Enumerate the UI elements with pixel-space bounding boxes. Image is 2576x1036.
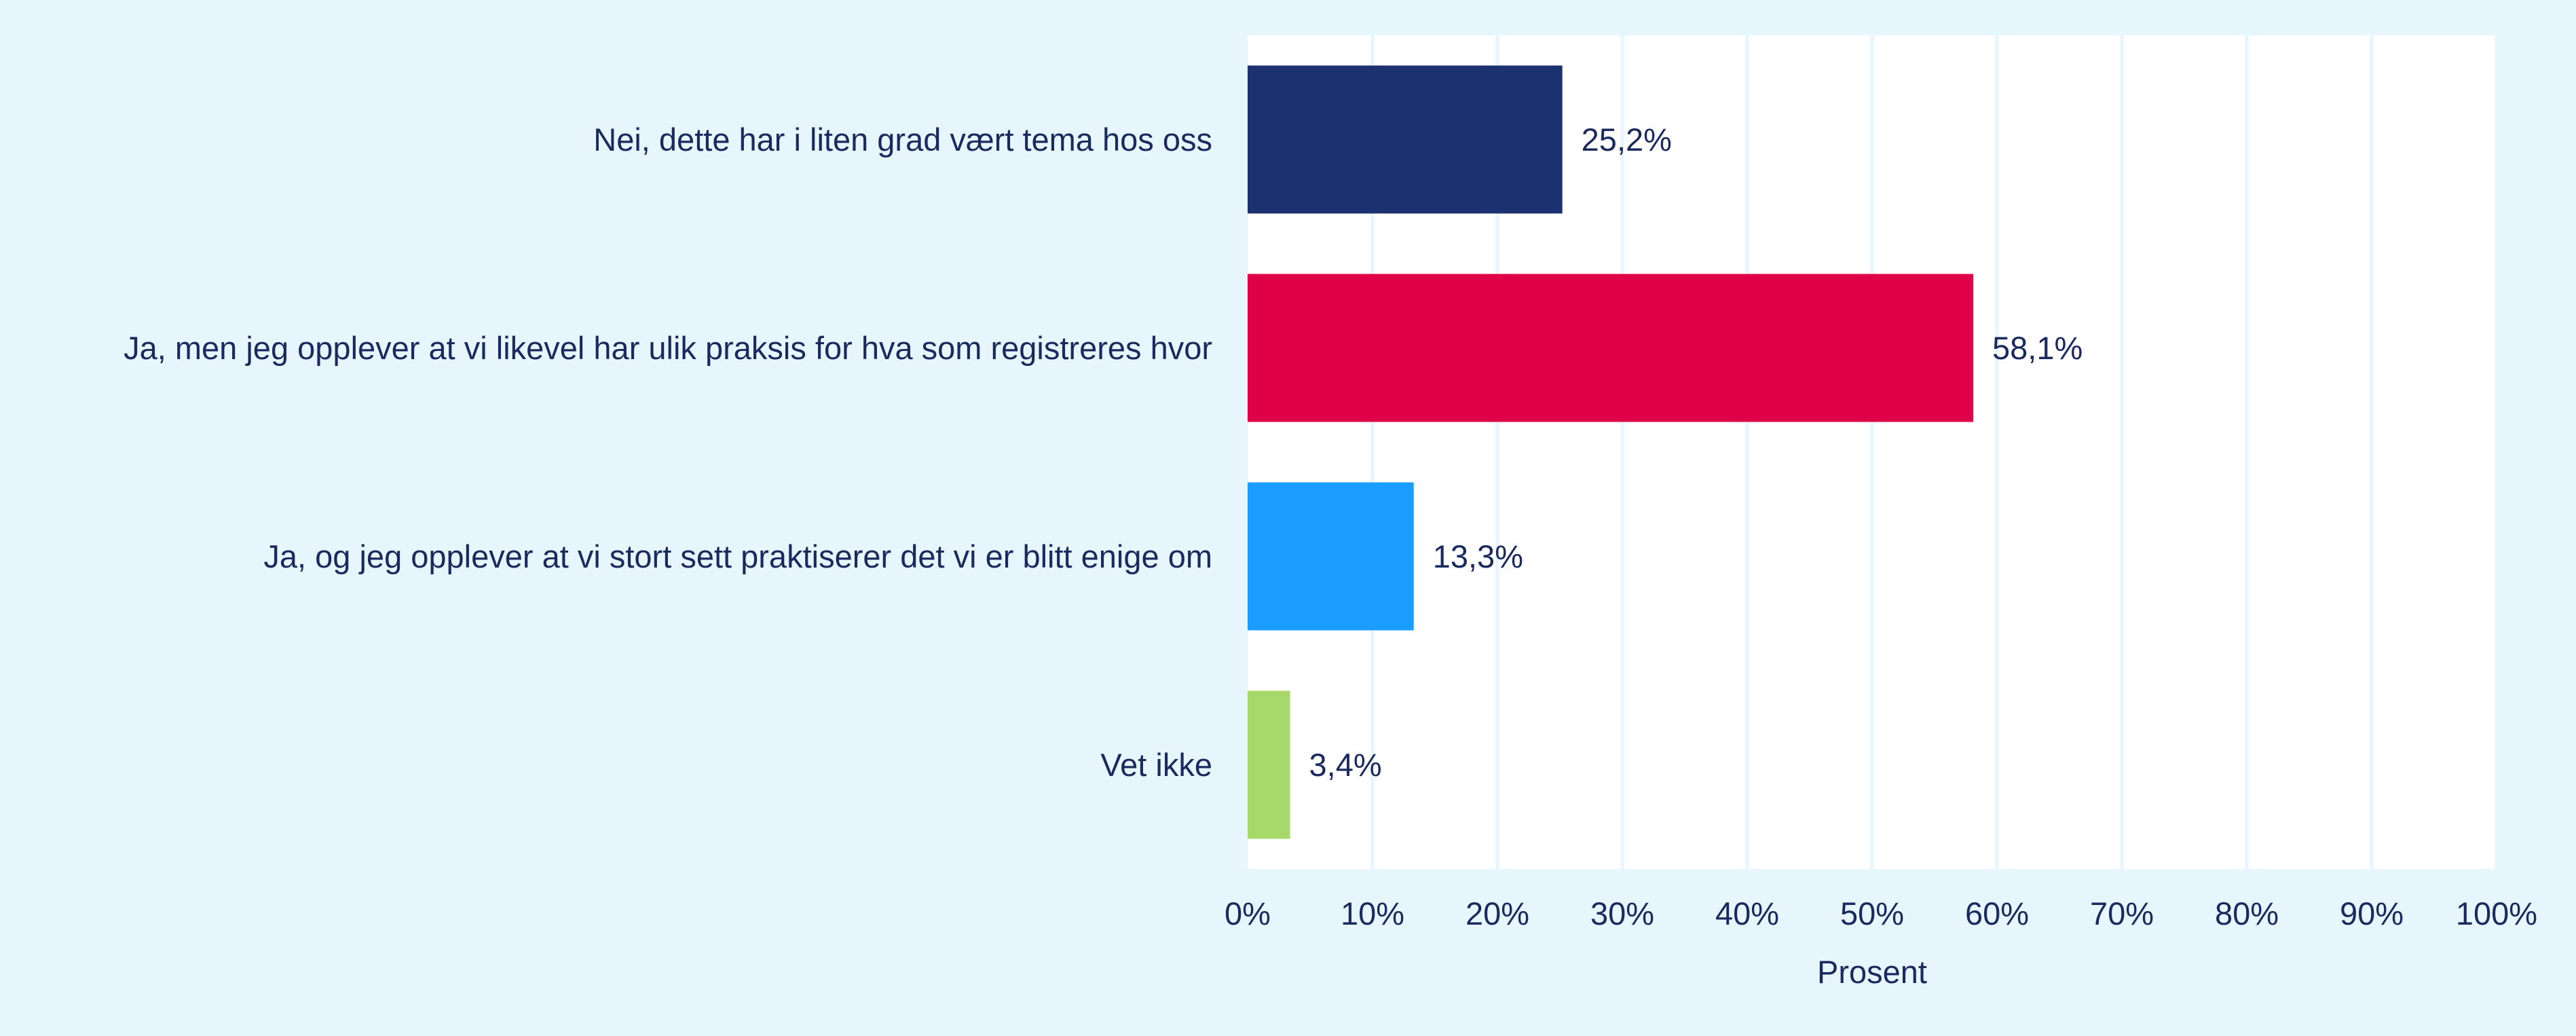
value-labels: 25,2% 58,1% 13,3% 3,4% bbox=[1309, 122, 2083, 783]
bar bbox=[1248, 274, 1974, 422]
bar bbox=[1248, 65, 1563, 214]
x-tick-label: 0% bbox=[1225, 895, 1271, 931]
x-tick-label: 30% bbox=[1590, 895, 1654, 931]
bars bbox=[1248, 65, 1974, 839]
x-tick-label: 60% bbox=[1965, 895, 2029, 931]
x-axis-title: Prosent bbox=[1817, 954, 1927, 990]
x-tick-label: 50% bbox=[1840, 895, 1904, 931]
x-tick-label: 80% bbox=[2215, 895, 2279, 931]
x-tick-label: 20% bbox=[1466, 895, 1529, 931]
x-tick-label: 90% bbox=[2340, 895, 2404, 931]
category-labels: Nei, dette har i liten grad vært tema ho… bbox=[124, 122, 1212, 783]
x-tick-label: 40% bbox=[1715, 895, 1779, 931]
category-label: Ja, men jeg opplever at vi likevel har u… bbox=[124, 330, 1212, 366]
value-label: 13,3% bbox=[1433, 538, 1523, 574]
category-label: Vet ikke bbox=[1100, 747, 1212, 783]
x-tick-label: 10% bbox=[1341, 895, 1404, 931]
category-label: Nei, dette har i liten grad vært tema ho… bbox=[593, 122, 1212, 158]
value-label: 58,1% bbox=[1992, 330, 2083, 366]
value-label: 3,4% bbox=[1309, 747, 1382, 783]
x-tick-label: 100% bbox=[2456, 895, 2537, 931]
category-label: Ja, og jeg opplever at vi stort sett pra… bbox=[263, 538, 1212, 574]
x-tick-labels: 0% 10% 20% 30% 40% 50% 60% 70% 80% 90% 100% bbox=[1225, 895, 2537, 931]
value-label: 25,2% bbox=[1582, 122, 1672, 158]
grid-lines bbox=[1370, 35, 2499, 869]
x-tick-label: 70% bbox=[2090, 895, 2154, 931]
bar bbox=[1248, 690, 1290, 839]
bar bbox=[1248, 482, 1414, 631]
